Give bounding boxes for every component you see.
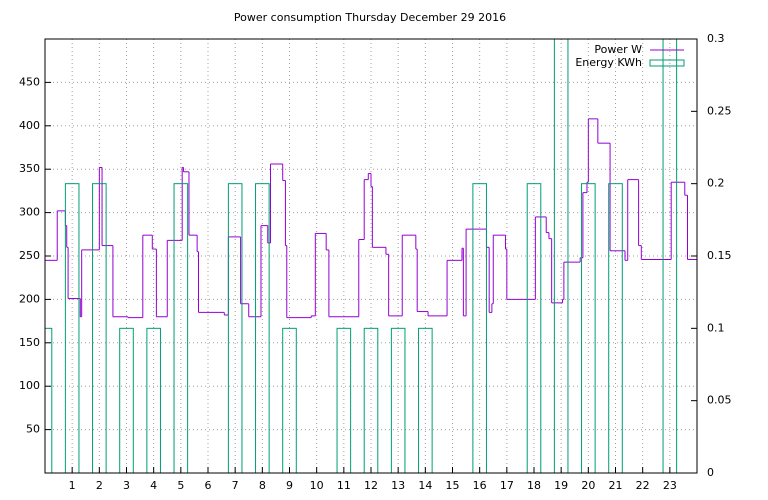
x-tick-label: 15 [446,479,460,492]
y2-tick-label: 0.05 [707,394,732,407]
energy-box [173,183,189,473]
energy-box [662,39,678,473]
x-tick-label: 17 [500,479,514,492]
legend-label: Power W [594,43,642,56]
x-tick-label: 23 [663,479,677,492]
x-tick-label: 8 [259,479,266,492]
x-tick-label: 22 [636,479,650,492]
energy-box [336,327,352,473]
energy-box [363,327,379,473]
y-tick-label: 350 [19,162,40,175]
energy-box [227,183,243,473]
energy-box [526,183,542,473]
y-tick-label: 250 [19,249,40,262]
legend-swatch [649,59,685,67]
x-tick-label: 7 [232,479,239,492]
x-tick-label: 4 [150,479,157,492]
energy-box [45,327,53,473]
x-tick-label: 18 [527,479,541,492]
energy-box [282,327,297,473]
x-tick-label: 9 [286,479,293,492]
y-tick-label: 400 [19,119,40,132]
y-tick-label: 50 [26,423,40,436]
x-tick-label: 14 [418,479,432,492]
chart-title: Power consumption Thursday December 29 2… [234,11,506,24]
energy-box [146,327,161,473]
x-tick-label: 2 [96,479,103,492]
y-tick-label: 450 [19,75,40,88]
y2-tick-label: 0 [707,466,714,479]
x-tick-label: 12 [364,479,378,492]
energy-box [581,183,596,473]
legend-label: Energy KWh [575,56,642,69]
energy-box [119,327,134,473]
x-tick-label: 21 [609,479,623,492]
x-tick-label: 6 [205,479,212,492]
energy-box [472,183,487,473]
x-tick-label: 13 [391,479,405,492]
x-tick-label: 19 [554,479,568,492]
y-tick-label: 100 [19,379,40,392]
x-tick-label: 3 [123,479,130,492]
x-tick-label: 10 [310,479,324,492]
plot-area [45,39,697,473]
y-tick-label: 300 [19,206,40,219]
x-tick-label: 5 [177,479,184,492]
x-tick-label: 16 [473,479,487,492]
y2-tick-label: 0.1 [707,321,725,334]
x-tick-label: 20 [581,479,595,492]
y2-tick-label: 0.15 [707,249,732,262]
energy-box [553,39,569,473]
energy-box [64,183,80,473]
y-tick-label: 150 [19,336,40,349]
y-tick-label: 200 [19,292,40,305]
y2-tick-label: 0.3 [707,32,725,45]
x-tick-label: 1 [69,479,76,492]
x-tick-label: 11 [337,479,351,492]
energy-box [255,183,270,473]
energy-box [418,327,433,473]
energy-box [92,183,107,473]
y2-tick-label: 0.2 [707,177,725,190]
energy-box [608,183,623,473]
y2-tick-label: 0.25 [707,104,732,117]
plot-frame [44,38,698,474]
energy-box [390,327,406,473]
